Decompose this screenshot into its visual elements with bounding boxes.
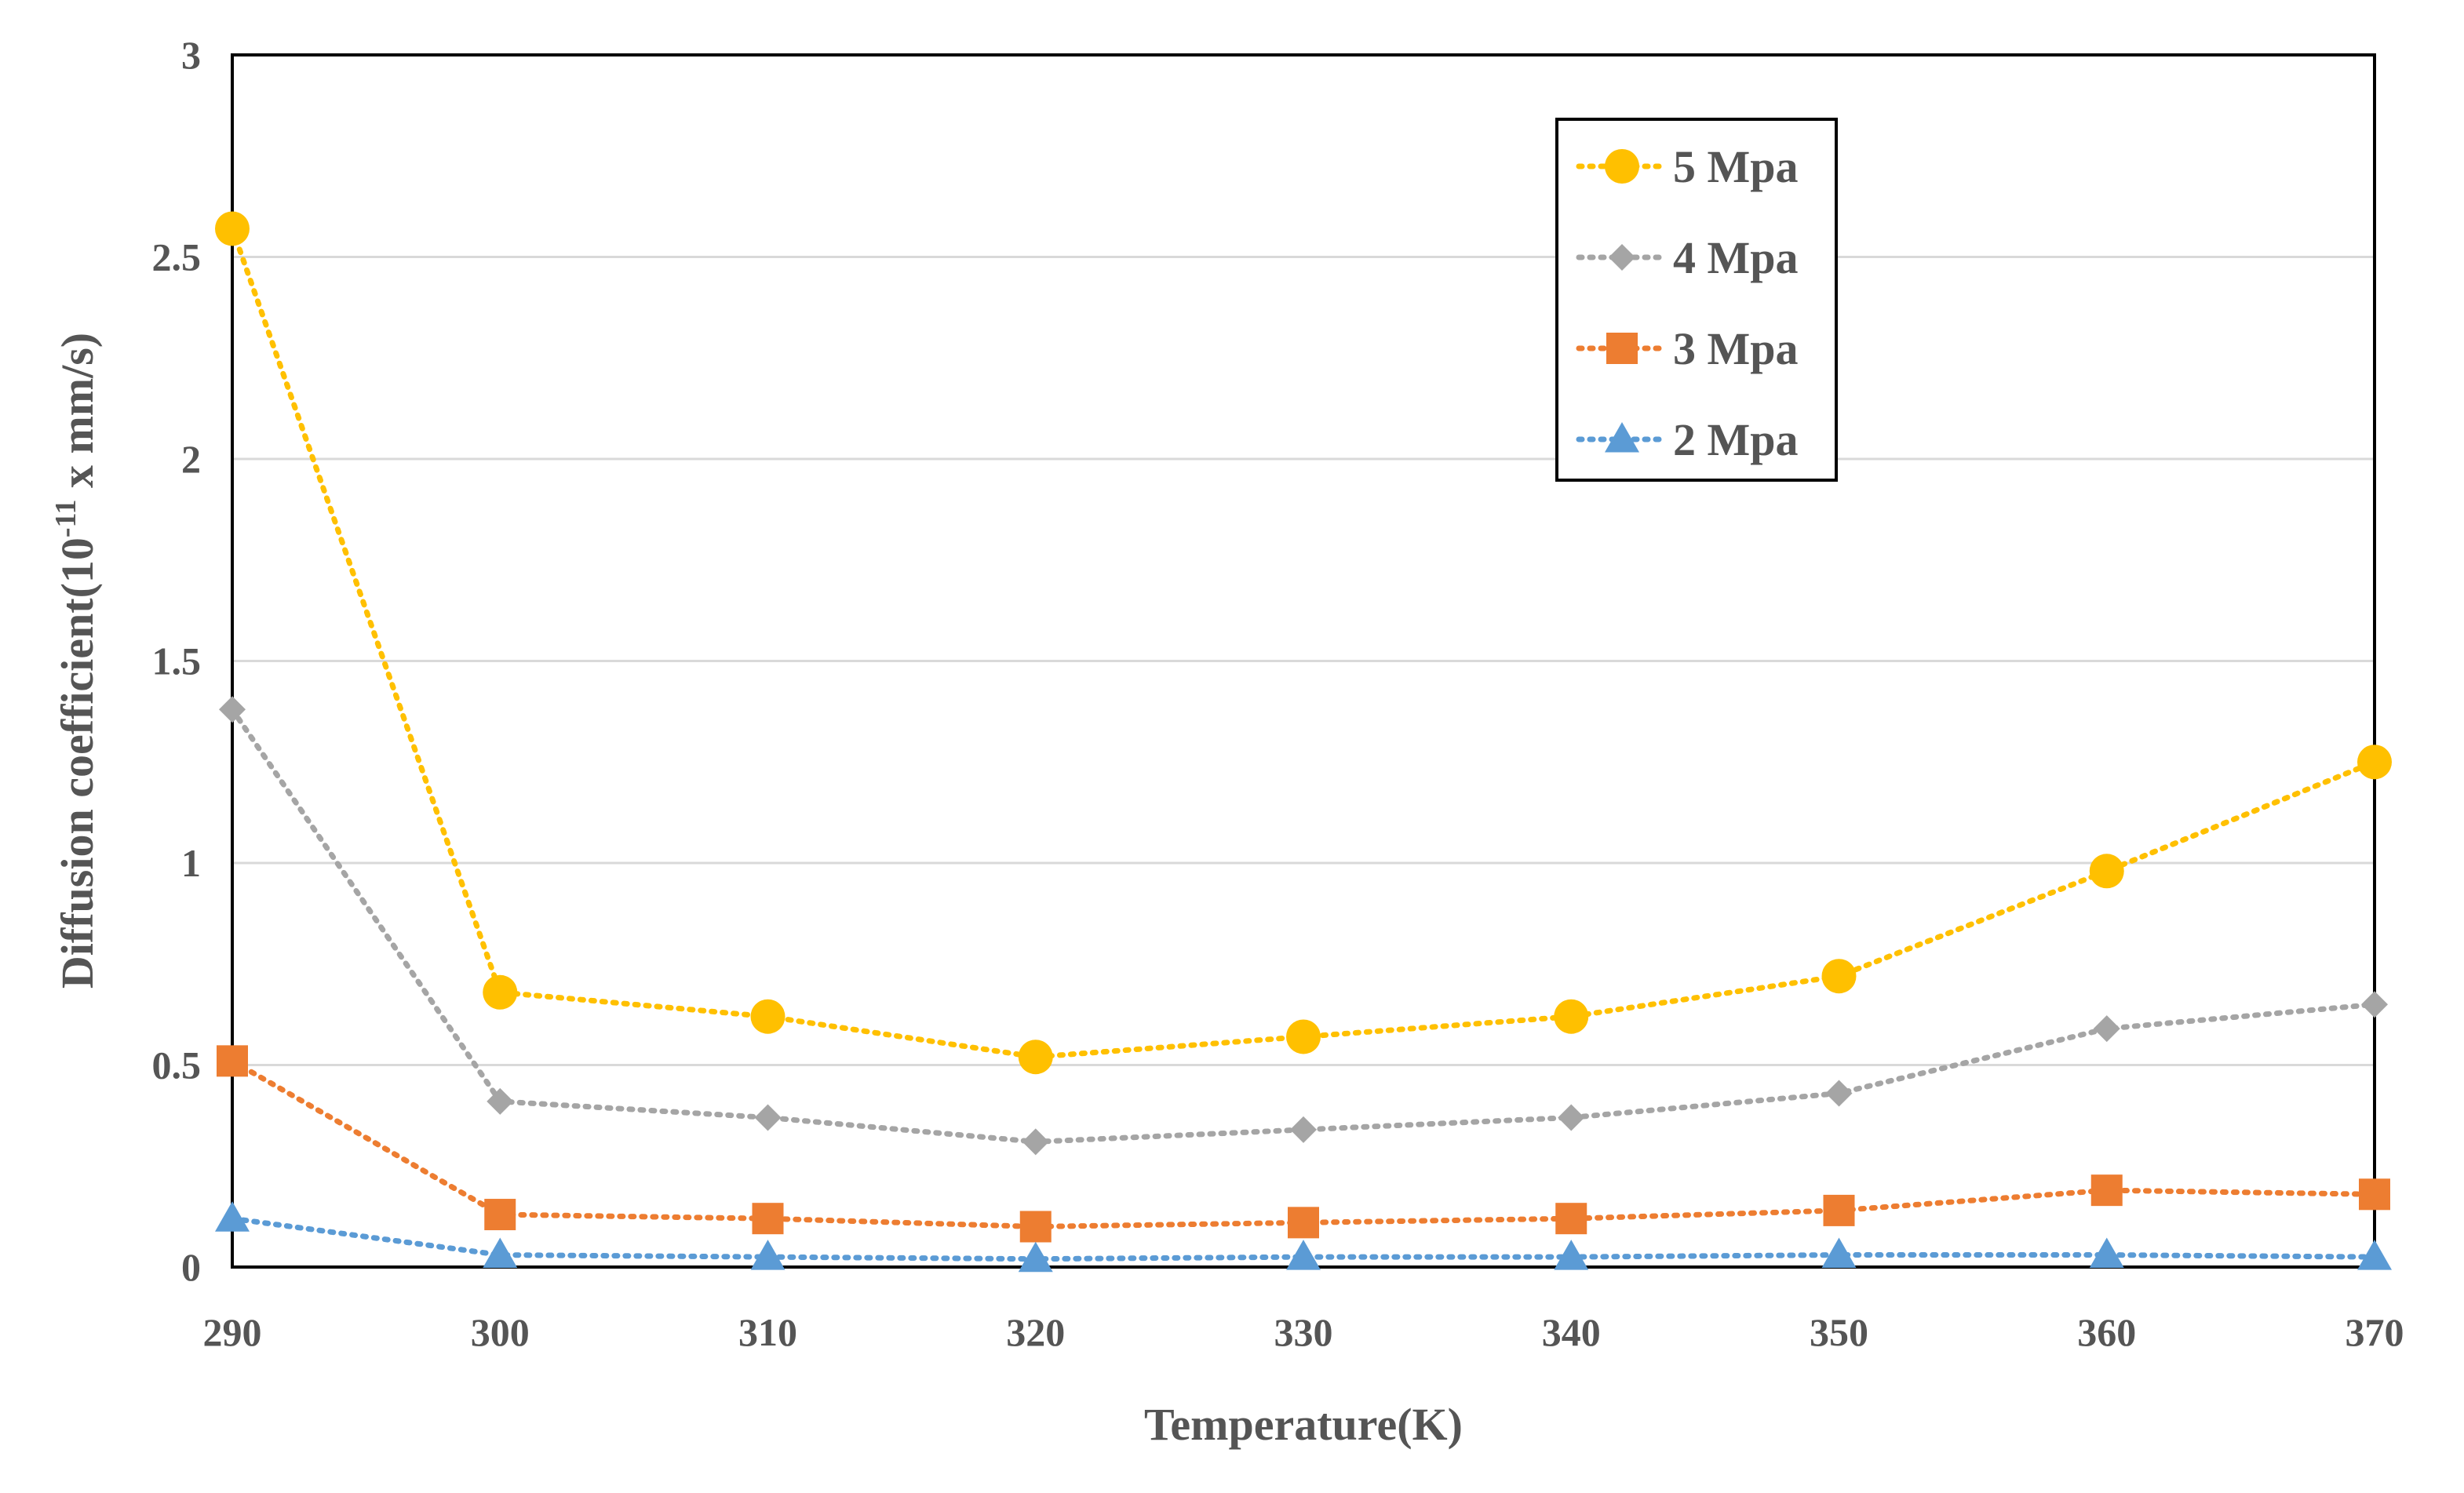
data-point-4-mpa-290 (219, 696, 246, 723)
x-tick-label-290: 290 (203, 1310, 262, 1354)
legend-label-5-mpa: 5 Mpa (1673, 141, 1799, 192)
legend-item-4-mpa: 4 Mpa (1576, 232, 1799, 283)
legend-item-5-mpa: 5 Mpa (1576, 141, 1799, 192)
y-tick-labels: 0 0.5 1 1.5 2 2.5 3 (152, 33, 202, 1289)
legend-label-3-mpa: 3 Mpa (1673, 323, 1799, 374)
y-axis-title-prefix: Diffusion coefficient(10 (52, 537, 103, 989)
data-point-4-mpa-330 (1290, 1116, 1317, 1143)
data-point-3-mpa-310 (752, 1203, 784, 1235)
y-tick-label-1.5: 1.5 (152, 639, 202, 683)
x-tick-label-350: 350 (1810, 1310, 1868, 1354)
data-point-5-mpa-300 (483, 974, 518, 1010)
data-point-2-mpa-320 (1018, 1241, 1053, 1273)
data-point-2-mpa-300 (483, 1237, 518, 1269)
x-tick-label-360: 360 (2077, 1310, 2136, 1354)
data-point-4-mpa-370 (2361, 991, 2388, 1018)
y-tick-label-2.5: 2.5 (152, 235, 202, 279)
legend-marker-2-mpa (1605, 422, 1639, 453)
data-point-3-mpa-290 (217, 1045, 248, 1077)
y-tick-label-3: 3 (181, 33, 201, 77)
y-axis-title-superscript: -11 (49, 500, 82, 538)
data-point-2-mpa-350 (1821, 1237, 1857, 1269)
data-point-4-mpa-340 (1558, 1104, 1585, 1131)
data-point-2-mpa-330 (1286, 1240, 1321, 1270)
data-point-2-mpa-360 (2089, 1237, 2124, 1269)
x-tick-labels: 290 300 310 320 330 340 350 360 370 (203, 1310, 2404, 1354)
legend-marker-4-mpa (1609, 244, 1635, 271)
data-point-3-mpa-350 (1823, 1194, 1855, 1226)
y-axis-title-suffix: x mm/s) (52, 333, 103, 500)
data-point-5-mpa-330 (1286, 1019, 1321, 1054)
data-point-3-mpa-300 (484, 1199, 516, 1231)
legend-item-2-mpa: 2 Mpa (1576, 414, 1799, 465)
data-point-5-mpa-340 (1554, 999, 1589, 1034)
data-point-3-mpa-360 (2090, 1174, 2123, 1207)
series-4-mpa (219, 696, 2388, 1156)
data-point-3-mpa-320 (1019, 1211, 1052, 1243)
x-tick-label-300: 300 (471, 1310, 530, 1354)
data-point-4-mpa-300 (487, 1087, 514, 1115)
data-point-3-mpa-340 (1555, 1203, 1587, 1235)
data-point-5-mpa-320 (1018, 1040, 1053, 1075)
x-tick-label-320: 320 (1006, 1310, 1065, 1354)
series-5-mpa (215, 211, 2392, 1075)
data-point-4-mpa-360 (2093, 1015, 2120, 1043)
gridlines (232, 256, 2375, 1066)
y-axis-title: Diffusion coefficient(10-11 x mm/s) (49, 333, 103, 989)
x-axis-title: Temperature(K) (1144, 1399, 1463, 1450)
data-point-3-mpa-330 (1288, 1207, 1319, 1239)
legend-item-3-mpa: 3 Mpa (1576, 323, 1799, 374)
data-point-5-mpa-350 (1821, 959, 1857, 994)
series-group (215, 211, 2392, 1273)
y-tick-label-0: 0 (181, 1245, 201, 1289)
x-tick-label-370: 370 (2346, 1310, 2404, 1354)
legend-marker-5-mpa (1605, 149, 1639, 184)
legend: 5 Mpa 4 Mpa 3 Mpa 2 Mpa (1555, 118, 1838, 482)
data-point-4-mpa-350 (1825, 1080, 1853, 1107)
data-point-5-mpa-290 (215, 211, 250, 246)
x-tick-label-330: 330 (1274, 1310, 1333, 1354)
legend-label-4-mpa: 4 Mpa (1673, 232, 1799, 283)
legend-box (1555, 118, 1838, 482)
legend-label-2-mpa: 2 Mpa (1673, 414, 1799, 465)
data-point-2-mpa-310 (750, 1240, 785, 1270)
data-point-5-mpa-370 (2357, 745, 2392, 780)
x-tick-label-340: 340 (1542, 1310, 1601, 1354)
data-point-4-mpa-320 (1022, 1128, 1049, 1156)
data-point-5-mpa-310 (750, 999, 785, 1034)
x-tick-label-310: 310 (738, 1310, 797, 1354)
series-3-mpa (217, 1045, 2390, 1243)
data-point-5-mpa-360 (2089, 854, 2124, 889)
y-tick-label-0.5: 0.5 (152, 1043, 202, 1087)
legend-marker-3-mpa (1606, 333, 1638, 364)
data-point-2-mpa-370 (2357, 1240, 2392, 1270)
y-tick-label-2: 2 (181, 437, 201, 481)
data-point-2-mpa-340 (1554, 1240, 1589, 1270)
data-point-2-mpa-290 (215, 1201, 250, 1232)
series-2-mpa (215, 1201, 2392, 1273)
y-tick-label-1: 1 (181, 841, 201, 885)
data-point-4-mpa-310 (754, 1104, 782, 1131)
data-point-3-mpa-370 (2359, 1178, 2390, 1211)
